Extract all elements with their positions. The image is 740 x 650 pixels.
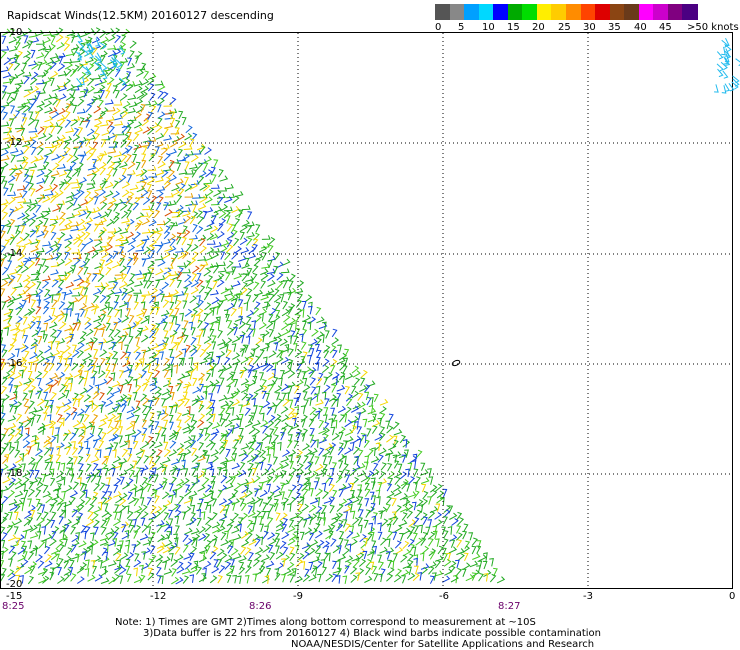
note-line-1: Note: 1) Times are GMT 2)Times along bot…	[115, 617, 536, 628]
lat-label: -10	[6, 27, 23, 38]
lon-label: -9	[293, 591, 303, 602]
legend-tick-label: 20	[532, 22, 545, 33]
legend-swatch	[522, 4, 538, 20]
lon-label: -15	[6, 591, 23, 602]
legend-tick-label: 5	[458, 22, 465, 33]
legend-swatch	[653, 4, 669, 20]
lat-label: -14	[6, 248, 23, 259]
lon-label: -12	[150, 591, 167, 602]
map-title: Rapidscat Winds(12.5KM) 20160127 descend…	[7, 9, 274, 22]
high-lat-barbs	[75, 34, 740, 94]
legend-swatch	[580, 4, 596, 20]
legend-swatch	[536, 4, 553, 20]
legend-swatch	[595, 4, 611, 20]
legend-tick-label: 30	[583, 22, 596, 33]
legend-tick-label: 10	[482, 22, 495, 33]
island-outline-icon	[451, 359, 461, 367]
legend-swatch	[609, 4, 625, 20]
legend-tick-label: 15	[507, 22, 520, 33]
legend-tick-label: 40	[634, 22, 647, 33]
legend-tick-label: 25	[558, 22, 571, 33]
legend-tick-label: 35	[608, 22, 621, 33]
legend-swatch	[435, 4, 451, 20]
lon-label: -6	[439, 591, 449, 602]
speed-legend	[435, 4, 698, 20]
note-line-2: 3)Data buffer is 22 hrs from 20160127 4)…	[143, 628, 601, 639]
lat-label: -16	[6, 358, 23, 369]
legend-tick-label: >50 knots	[687, 22, 739, 33]
time-label: 8:27	[498, 601, 521, 612]
legend-swatch	[638, 4, 654, 20]
legend-tick-label: 45	[659, 22, 672, 33]
lon-label: 0	[729, 591, 736, 602]
legend-swatch	[682, 4, 698, 20]
legend-swatch	[449, 4, 465, 20]
lat-label: -12	[6, 137, 23, 148]
legend-swatch	[464, 4, 480, 20]
time-label: 8:26	[249, 601, 272, 612]
map-frame	[0, 32, 733, 589]
lon-label: -3	[583, 591, 593, 602]
legend-swatch	[667, 4, 684, 20]
legend-swatch	[493, 4, 509, 20]
lat-label: -18	[6, 468, 23, 479]
legend-swatch	[551, 4, 567, 20]
legend-swatch	[566, 4, 582, 20]
legend-tick-label: 0	[435, 22, 442, 33]
time-label: 8:25	[2, 601, 25, 612]
wind-swath	[0, 27, 506, 585]
legend-swatch	[478, 4, 494, 20]
legend-swatch	[624, 4, 640, 20]
lat-lon-grid	[1, 33, 732, 588]
lat-label: -20	[6, 579, 23, 590]
note-line-3: NOAA/NESDIS/Center for Satellite Applica…	[291, 639, 595, 650]
legend-swatch	[507, 4, 523, 20]
